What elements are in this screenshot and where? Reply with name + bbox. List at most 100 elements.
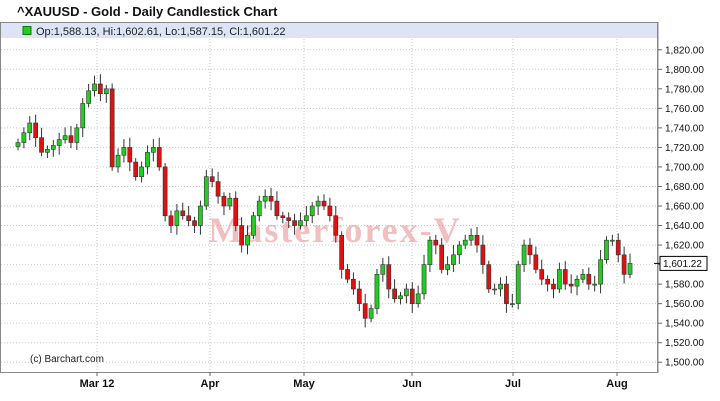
candle-down — [433, 239, 439, 246]
candle-down — [292, 220, 297, 226]
candle-down — [180, 210, 186, 217]
candle-up — [27, 122, 33, 134]
x-tick-label: Jun — [402, 378, 422, 390]
y-tick-label: 1,740.00 — [665, 123, 704, 134]
candle-up — [203, 176, 209, 207]
candle-down — [339, 234, 345, 270]
candle-down — [133, 161, 139, 178]
candle-down — [386, 264, 392, 290]
candle-up — [74, 127, 80, 143]
candle-down — [621, 254, 627, 275]
candle-up — [368, 308, 374, 319]
ohlc-bar — [1, 23, 657, 38]
candle-up — [50, 145, 56, 150]
candle-up — [21, 132, 27, 143]
candle-up — [427, 239, 433, 265]
candle-down — [351, 278, 356, 290]
y-axis-ticks: 1,500.00 1,520.00 1,540.00 1,560.00 1,580.00… — [658, 45, 704, 369]
candle-down — [486, 264, 492, 290]
candle-up — [251, 215, 256, 236]
last-value-marker: 1,601.22 — [654, 255, 708, 271]
candle-up — [380, 264, 386, 275]
candle-down — [586, 274, 592, 285]
candle-down — [192, 220, 197, 226]
candle-up — [174, 210, 180, 226]
candle-down — [274, 200, 280, 217]
candle-down — [392, 288, 397, 300]
candle-down — [98, 83, 103, 95]
candle-down — [439, 244, 445, 270]
y-tick-label: 1,720.00 — [665, 143, 704, 154]
candle-down — [239, 225, 244, 246]
candle-up — [245, 234, 250, 246]
candle-up — [468, 234, 474, 241]
candle-up — [56, 139, 62, 146]
x-tick-label: May — [293, 378, 315, 390]
candle-down — [221, 195, 227, 207]
y-tick-label: 1,660.00 — [665, 202, 704, 213]
y-tick-label: 1,780.00 — [665, 84, 704, 95]
candle-down — [345, 269, 350, 280]
candle-up — [150, 147, 156, 153]
candle-up — [121, 147, 127, 156]
candle-down — [39, 137, 44, 153]
candle-down — [504, 283, 509, 304]
candle-up — [15, 142, 21, 147]
candle-down — [545, 278, 550, 285]
y-tick-label: 1,560.00 — [665, 299, 704, 310]
candle-down — [268, 195, 274, 202]
candle-up — [415, 293, 421, 304]
candle-down — [474, 234, 480, 246]
candle-up — [303, 215, 309, 221]
candle-up — [515, 264, 521, 304]
candle-up — [198, 205, 203, 226]
candle-up — [309, 205, 315, 217]
candle-up — [103, 88, 109, 95]
candle-up — [115, 154, 121, 168]
candle-up — [521, 244, 527, 265]
candle-down — [109, 88, 115, 168]
y-tick-label: 1,820.00 — [665, 45, 704, 56]
candle-up — [445, 264, 450, 270]
candle-down — [209, 176, 215, 182]
candle-up — [374, 274, 380, 309]
candle-down — [527, 244, 533, 256]
copyright-credit: (c) Barchart.com — [30, 354, 104, 365]
y-tick-label: 1,640.00 — [665, 221, 704, 232]
candle-down — [186, 215, 192, 221]
candle-up — [557, 269, 562, 290]
ohlc-readout: Op:1,588.13, Hi:1,602.61, Lo:1,587.15, C… — [36, 26, 286, 38]
candle-up — [262, 195, 268, 202]
candle-down — [409, 288, 415, 304]
y-tick-label: 1,520.00 — [665, 338, 704, 349]
candle-down — [168, 215, 174, 226]
candle-up — [604, 239, 609, 261]
y-tick-label: 1,620.00 — [665, 241, 704, 252]
candle-down — [33, 122, 39, 138]
candle-down — [215, 181, 221, 197]
candle-up — [256, 200, 262, 217]
candle-up — [592, 283, 598, 286]
candle-down — [286, 217, 292, 221]
candle-up — [580, 274, 586, 280]
candle-up — [627, 263, 633, 275]
candle-up — [45, 149, 50, 153]
candle-down — [562, 269, 568, 285]
candle-down — [539, 269, 545, 280]
candle-up — [92, 83, 97, 92]
candle-down — [233, 197, 239, 226]
chart-title: ^XAUUSD - Gold - Daily Candlestick Chart — [17, 4, 278, 19]
candle-down — [127, 147, 133, 163]
candle-down — [327, 205, 333, 217]
candle-up — [145, 151, 150, 168]
candle-up — [598, 259, 603, 285]
candle-up — [398, 295, 403, 300]
candle-down — [162, 166, 168, 217]
candle-down — [480, 244, 486, 265]
candle-up — [609, 239, 615, 242]
candle-down — [568, 283, 574, 287]
up-candle-legend-icon — [22, 26, 32, 35]
candle-up — [462, 239, 468, 246]
candle-down — [362, 303, 368, 319]
